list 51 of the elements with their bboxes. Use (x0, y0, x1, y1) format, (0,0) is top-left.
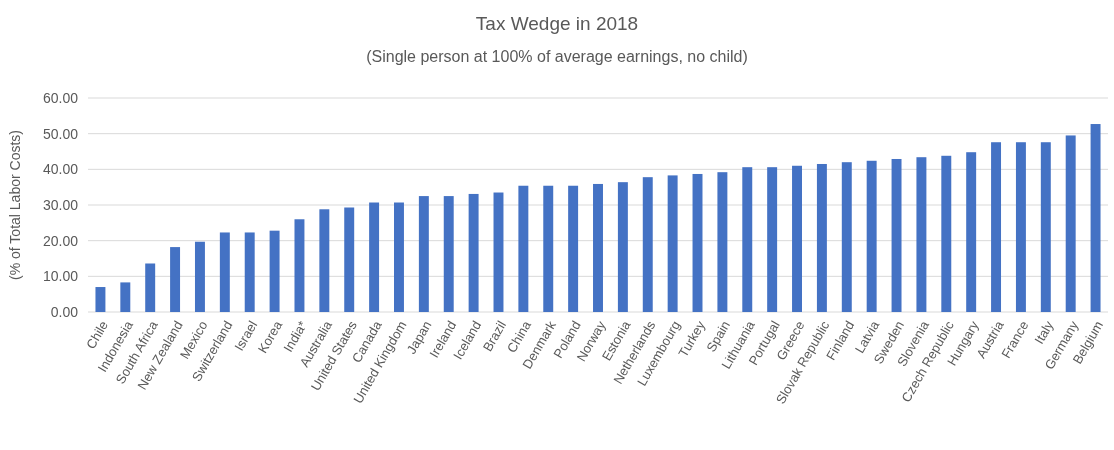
bar (1090, 124, 1101, 312)
bar (518, 185, 529, 312)
bar (95, 287, 106, 312)
bar (891, 158, 902, 312)
bar (418, 196, 429, 312)
bar (642, 177, 653, 312)
bar (916, 157, 927, 312)
chart-subtitle: (Single person at 100% of average earnings, no child) (366, 48, 748, 65)
bar (1040, 142, 1051, 312)
bar (717, 172, 728, 312)
bar (120, 282, 131, 312)
bar (394, 202, 404, 312)
bar (866, 160, 877, 312)
bar (767, 167, 778, 312)
bar (319, 209, 330, 312)
y-tick-label: 60.00 (42, 89, 79, 106)
bar (617, 182, 628, 312)
bar (742, 167, 753, 312)
bar (493, 192, 504, 312)
bar (145, 263, 156, 312)
bar (816, 163, 827, 312)
bar (543, 185, 554, 312)
bar (219, 232, 230, 312)
bar (841, 162, 852, 312)
bar (593, 183, 603, 312)
bar (966, 152, 977, 312)
y-tick-label: 50.00 (42, 125, 79, 142)
bar (991, 142, 1002, 312)
bar (1065, 135, 1076, 312)
y-tick-label: 30.00 (42, 196, 79, 213)
bar (294, 219, 305, 312)
bar (369, 202, 380, 312)
y-tick-label: 40.00 (42, 161, 79, 178)
bar (443, 196, 454, 312)
bar (194, 241, 205, 312)
y-tick-label: 20.00 (42, 232, 79, 249)
bar (1015, 142, 1026, 312)
bar (667, 175, 678, 312)
bar (244, 232, 255, 312)
chart-title: Tax Wedge in 2018 (475, 13, 639, 34)
bar (941, 155, 952, 312)
bar (692, 173, 703, 312)
y-tick-label: 0.00 (50, 303, 79, 320)
y-axis-title: (% of Total Labor Costs) (7, 130, 23, 280)
bar (468, 193, 479, 312)
bar (792, 165, 802, 312)
bar (170, 247, 181, 312)
bar (269, 230, 280, 312)
bar (568, 185, 579, 312)
bar (344, 207, 355, 312)
y-tick-label: 10.00 (42, 268, 79, 285)
